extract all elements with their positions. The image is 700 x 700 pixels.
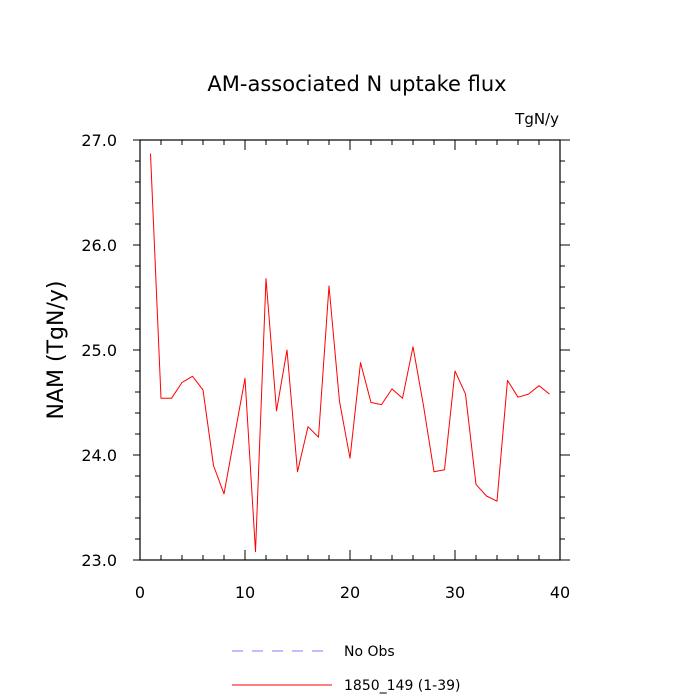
y-tick-label: 27.0: [81, 131, 117, 150]
series-line: [150, 153, 550, 553]
x-tick-label: 20: [340, 583, 360, 602]
x-tick-label: 0: [135, 583, 145, 602]
x-tick-label: 10: [235, 583, 255, 602]
y-tick-labels: 23.0 24.0 25.0 26.0 27.0: [81, 131, 117, 570]
legend-label-series: 1850_149 (1-39): [344, 678, 461, 694]
x-tick-labels: 0 10 20 30 40: [135, 583, 570, 602]
y-tick-label: 25.0: [81, 341, 117, 360]
series-group: [150, 153, 550, 553]
y-tick-label: 24.0: [81, 446, 117, 465]
legend-label-no-obs: No Obs: [344, 644, 395, 660]
y-axis-label: NAM (TgN/y): [44, 281, 69, 420]
chart-title: AM-associated N uptake flux: [207, 72, 506, 96]
y-tick-label: 23.0: [81, 551, 117, 570]
y-tick-label: 26.0: [81, 236, 117, 255]
legend: No Obs 1850_149 (1-39): [232, 644, 461, 694]
x-tick-label: 30: [445, 583, 465, 602]
units-label: TgN/y: [514, 110, 559, 128]
x-tick-label: 40: [550, 583, 570, 602]
axis-ticks: [133, 139, 570, 561]
